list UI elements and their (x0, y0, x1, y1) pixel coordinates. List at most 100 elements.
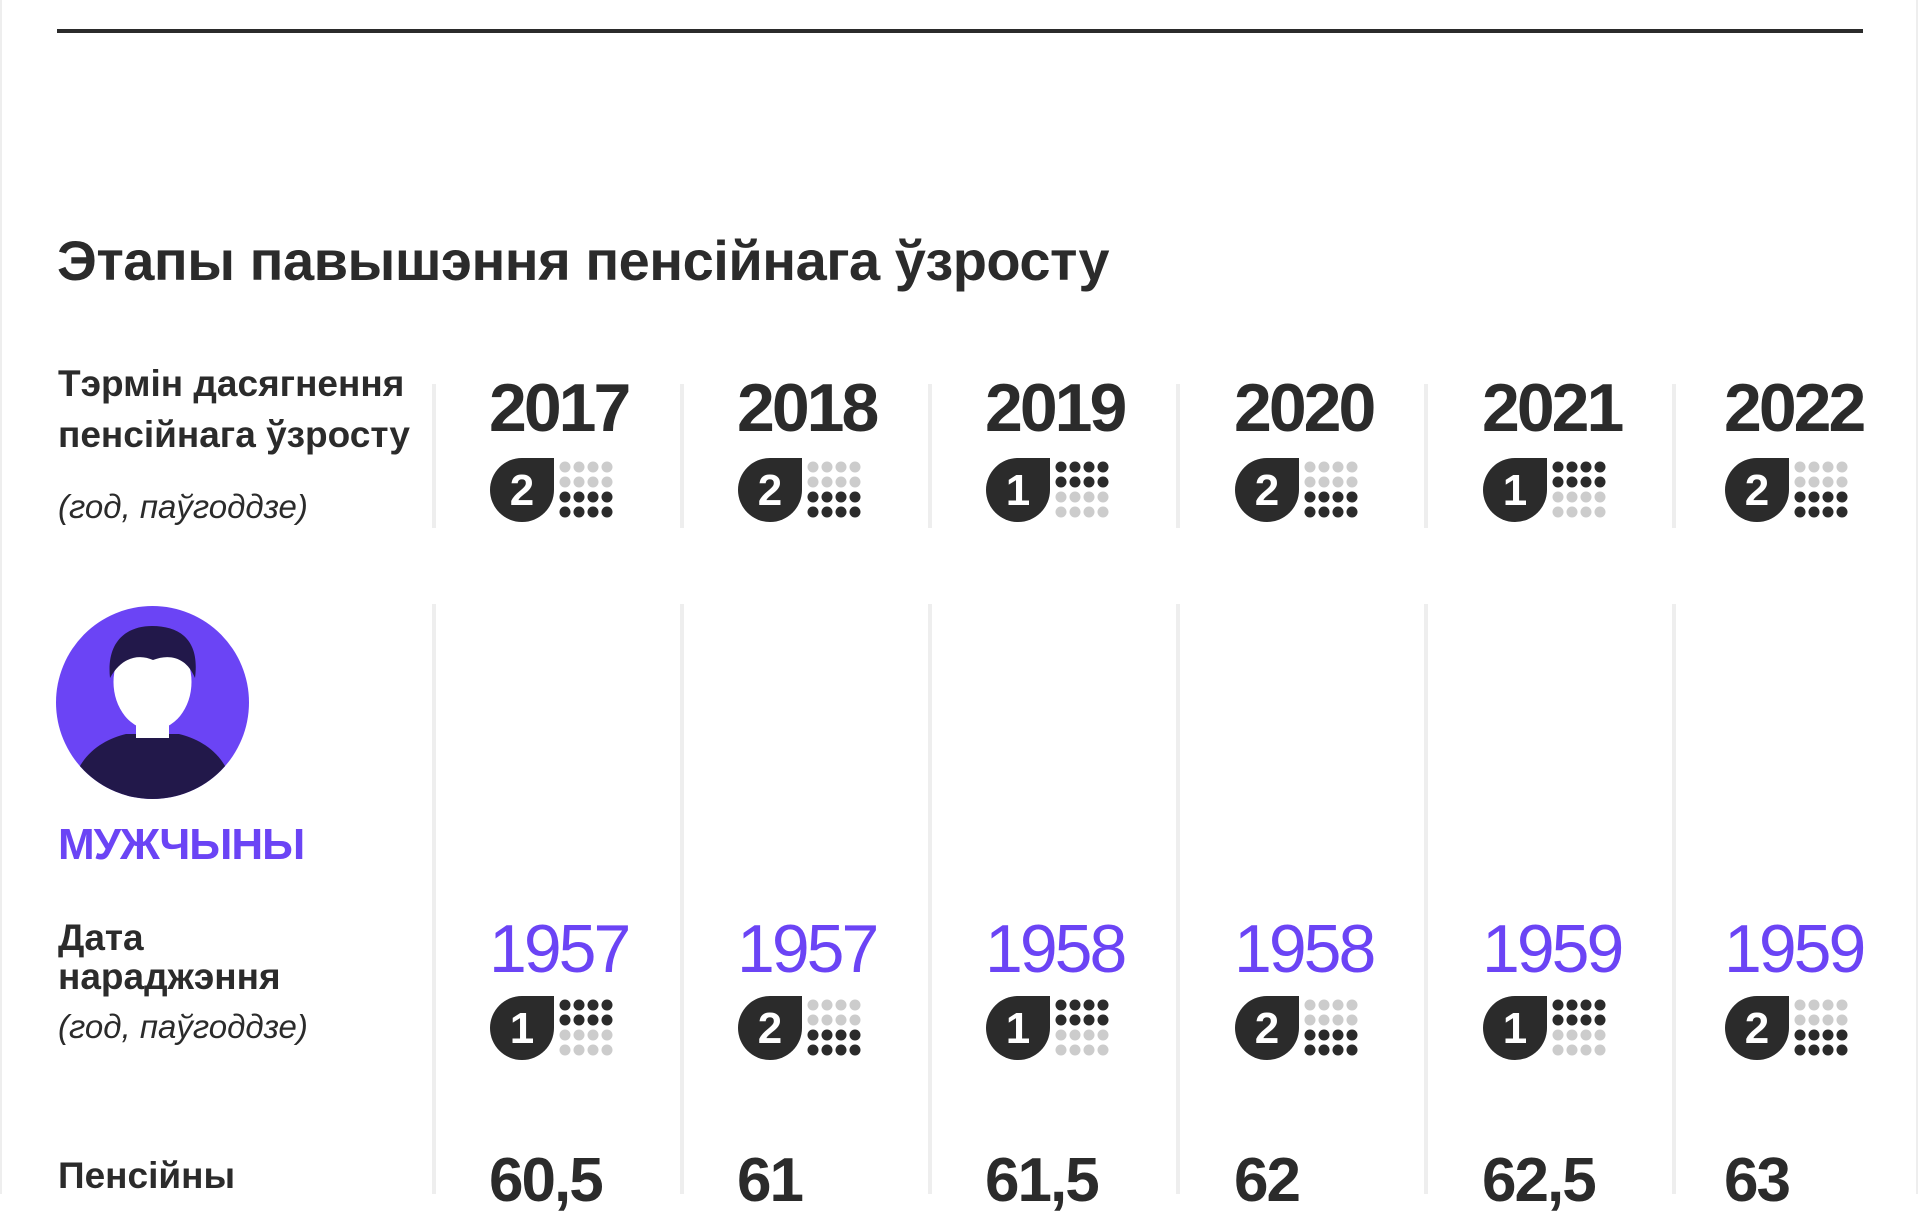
birth-half-badge-icon: 1 (490, 996, 613, 1060)
month-dot (1069, 506, 1081, 518)
month-dot (1794, 1014, 1806, 1026)
column-divider-body (928, 604, 932, 1194)
month-dot (601, 1044, 613, 1056)
month-dot (1594, 476, 1606, 488)
month-dot (1332, 506, 1344, 518)
month-dot (559, 461, 571, 473)
month-dot (1069, 476, 1081, 488)
month-dot (587, 461, 599, 473)
month-dot (1346, 1044, 1358, 1056)
column-divider-top (432, 384, 436, 528)
badge-drop-shape (1483, 458, 1547, 522)
month-dot (559, 476, 571, 488)
month-dot (1097, 461, 1109, 473)
month-dot (835, 506, 847, 518)
month-dot (1794, 491, 1806, 503)
birth-half-badge-icon: 1 (1483, 996, 1606, 1060)
month-dot (587, 491, 599, 503)
column-divider-top (1672, 384, 1676, 528)
half-number: 2 (1745, 466, 1769, 515)
month-dot (807, 999, 819, 1011)
month-dot (849, 461, 861, 473)
half-number: 2 (758, 1004, 782, 1053)
month-dot (1097, 491, 1109, 503)
month-dot (1097, 1014, 1109, 1026)
month-dot (1580, 1014, 1592, 1026)
half-number: 1 (1006, 466, 1030, 515)
year-label: 2022 (1724, 370, 1866, 446)
month-dot (807, 1014, 819, 1026)
month-dot (807, 476, 819, 488)
year-label: 2020 (1234, 370, 1376, 446)
month-dot (1346, 476, 1358, 488)
pension-age-value: 63 (1724, 1146, 1791, 1215)
month-dot (1808, 1029, 1820, 1041)
badge-drop-shape (1235, 458, 1299, 522)
month-dot (1346, 506, 1358, 518)
month-dot (1566, 1044, 1578, 1056)
pension-age-value: 62,5 (1482, 1146, 1597, 1215)
month-dot (1097, 1029, 1109, 1041)
right-border (1916, 0, 1918, 1194)
month-dot (1822, 1029, 1834, 1041)
month-dot (1332, 491, 1344, 503)
month-dot (1822, 1014, 1834, 1026)
pension-age-value: 61 (737, 1146, 804, 1215)
month-dot (1552, 1044, 1564, 1056)
month-dot (1794, 476, 1806, 488)
month-dot (1836, 476, 1848, 488)
half-year-badge-icon: 2 (1235, 458, 1358, 522)
month-dot (587, 1029, 599, 1041)
month-dot (835, 1014, 847, 1026)
half-year-badge-icon: 1 (986, 458, 1109, 522)
month-dot (1580, 476, 1592, 488)
month-dot (1318, 1014, 1330, 1026)
column-divider-body (1176, 604, 1180, 1194)
month-dot (1566, 1029, 1578, 1041)
month-dot (1069, 1029, 1081, 1041)
month-dot (573, 1044, 585, 1056)
month-dot (587, 999, 599, 1011)
month-dot (1332, 1029, 1344, 1041)
month-dot (1794, 461, 1806, 473)
month-dot (1318, 461, 1330, 473)
month-dot (559, 1014, 571, 1026)
month-dot (1552, 999, 1564, 1011)
header-label-note: (год, паўгоддзе) (58, 488, 308, 525)
month-dot (849, 491, 861, 503)
month-dot (1836, 1014, 1848, 1026)
month-dot (1304, 999, 1316, 1011)
column-divider-body (1672, 604, 1676, 1194)
badge-drop-shape (738, 996, 802, 1060)
month-dot (1566, 999, 1578, 1011)
month-dot (835, 1044, 847, 1056)
half-number: 2 (758, 466, 782, 515)
month-dot (1580, 461, 1592, 473)
month-dot (1822, 461, 1834, 473)
month-dot (1808, 1044, 1820, 1056)
month-dot (821, 999, 833, 1011)
month-dot (1808, 1014, 1820, 1026)
month-dot (1552, 506, 1564, 518)
month-dot (1822, 476, 1834, 488)
month-dot (1566, 506, 1578, 518)
month-dot (1822, 491, 1834, 503)
badge-drop-shape (1235, 996, 1299, 1060)
column-divider-top (1424, 384, 1428, 528)
pension-age-value: 60,5 (489, 1146, 604, 1215)
column-divider-top (928, 384, 932, 528)
month-dot (1069, 999, 1081, 1011)
month-dot (1069, 1014, 1081, 1026)
month-dot (1822, 999, 1834, 1011)
month-dot (1055, 491, 1067, 503)
month-dot (1836, 461, 1848, 473)
month-dot (1097, 999, 1109, 1011)
month-dot (559, 999, 571, 1011)
month-dot (1346, 1014, 1358, 1026)
month-dot (573, 506, 585, 518)
pension-age-value: 62 (1234, 1146, 1301, 1215)
month-dot (601, 491, 613, 503)
month-dot (821, 476, 833, 488)
month-dot (807, 506, 819, 518)
month-dot (1580, 491, 1592, 503)
